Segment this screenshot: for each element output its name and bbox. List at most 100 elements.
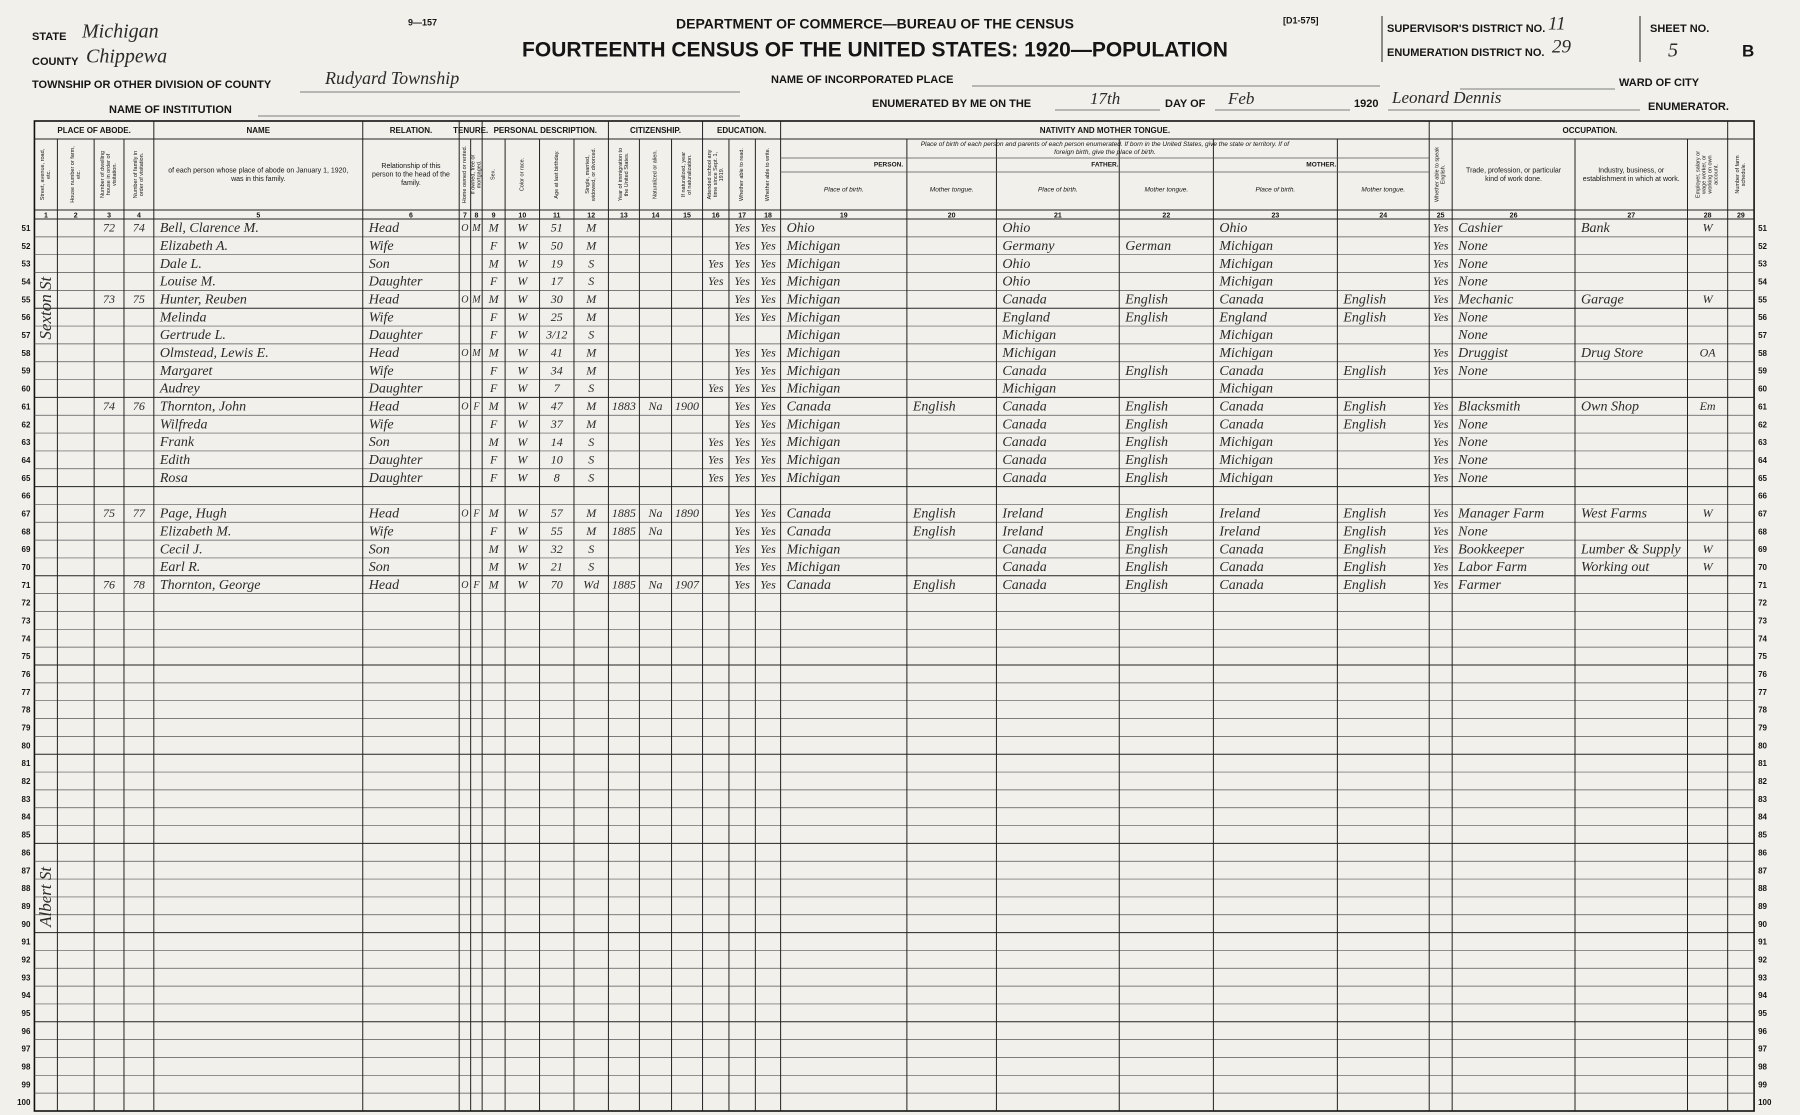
entry-naturalized: Na — [647, 577, 662, 591]
entry-color: W — [517, 506, 528, 520]
entry-industry: Drug Store — [1580, 346, 1643, 361]
entry-immigration: 1883 — [612, 399, 636, 413]
entry-mother-birthplace: Ireland — [1218, 507, 1261, 522]
entry-marital: M — [585, 524, 597, 538]
entry-sex: F — [489, 328, 498, 342]
entry-color: W — [517, 524, 528, 538]
entry-immigration: 1885 — [612, 506, 636, 520]
entry-age: 30 — [550, 292, 563, 306]
entry-mother-birthplace: Michigan — [1218, 471, 1273, 486]
entry-father-birthplace: Michigan — [1001, 328, 1056, 343]
entry-color: W — [517, 274, 528, 288]
entry-color: W — [517, 542, 528, 556]
column-number: 27 — [1627, 212, 1635, 219]
entry-marital: M — [585, 310, 597, 324]
entry-father-tongue: English — [1124, 417, 1168, 432]
column-label: If naturalized, yearof naturalization. — [682, 152, 694, 197]
entry-dwelling: 74 — [103, 399, 115, 413]
entry-birthplace: Michigan — [786, 417, 841, 432]
entry-school: Yes — [708, 453, 724, 467]
text-line: visitation. — [113, 163, 119, 186]
entry-naturalization-year: 1900 — [675, 399, 699, 413]
entry-name: Elizabeth M. — [159, 524, 232, 539]
entry-birthplace: Canada — [787, 578, 831, 593]
entry-immigration: 1885 — [612, 524, 636, 538]
column-label: Trade, profession, or particular kind of … — [1466, 167, 1562, 183]
entry-marital: Wd — [583, 577, 600, 591]
entry-industry: Working out — [1581, 560, 1650, 575]
text-line: Street, avenue, road, — [40, 148, 46, 200]
entry-mother-birthplace: Michigan — [1218, 257, 1273, 272]
entry-age: 21 — [551, 560, 563, 574]
entry-family: 78 — [133, 577, 145, 591]
text-line: was in this family. — [230, 176, 285, 183]
entry-write: Yes — [760, 506, 776, 520]
entry-father-tongue: German — [1125, 239, 1171, 254]
department: DEPARTMENT OF COMMERCE—BUREAU OF THE CEN… — [676, 16, 1074, 32]
entry-relation: Head — [368, 221, 400, 236]
year: 1920 — [1354, 98, 1378, 110]
entry-dwelling: 75 — [103, 506, 115, 520]
entry-read: Yes — [734, 399, 750, 413]
entry-home: O — [461, 580, 468, 591]
entry-school: Yes — [708, 381, 724, 395]
entry-occupation: None — [1457, 453, 1488, 468]
ward-label: WARD OF CITY — [1619, 77, 1700, 89]
entry-occupation: None — [1457, 471, 1488, 486]
entry-english: Yes — [1433, 363, 1449, 377]
entry-marital: M — [585, 239, 597, 253]
entry-father-birthplace: Canada — [1002, 560, 1046, 575]
entry-english: Yes — [1433, 239, 1449, 253]
line-number: 70 — [1758, 563, 1767, 572]
entry-occupation: Farmer — [1457, 578, 1501, 593]
entry-sex: F — [489, 453, 498, 467]
column-number: 14 — [652, 212, 660, 219]
entry-relation: Daughter — [368, 453, 423, 468]
entry-birthplace: Ohio — [787, 221, 815, 236]
entry-name: Hunter, Reuben — [159, 292, 247, 307]
column-number: 15 — [683, 212, 691, 219]
line-number: 69 — [22, 545, 31, 554]
column-label: Home owned or rented. — [462, 145, 468, 203]
column-label: Number of dwellinghouse in order ofvisit… — [101, 151, 119, 198]
entry-mother-birthplace: Michigan — [1218, 453, 1273, 468]
entry-read: Yes — [734, 577, 750, 591]
group-header: CITIZENSHIP. — [630, 126, 681, 135]
column-label: House number or farm,etc. — [70, 146, 82, 203]
entry-occupation: None — [1457, 239, 1488, 254]
column-label: Attended school anytime since Sept. 1,19… — [707, 149, 725, 199]
entry-name: Cecil J. — [160, 542, 203, 557]
column-label: Whether able to write. — [765, 147, 771, 201]
entry-home: O — [461, 348, 468, 359]
column-label: Color or race. — [520, 157, 526, 191]
entry-marital: S — [588, 435, 594, 449]
entry-sex: M — [488, 256, 500, 270]
text-line: Whether able to write. — [765, 147, 771, 201]
line-number: 61 — [1758, 402, 1767, 411]
line-number: 75 — [22, 652, 31, 661]
entry-age: 50 — [551, 239, 563, 253]
line-number: 92 — [1758, 955, 1767, 964]
line-number: 51 — [22, 224, 31, 233]
entry-employer: W — [1703, 221, 1714, 235]
entry-occupation: None — [1457, 275, 1488, 290]
entry-mother-birthplace: Michigan — [1218, 239, 1273, 254]
text-line: Single, married, — [586, 155, 592, 194]
line-number: 85 — [22, 831, 31, 840]
line-number: 99 — [22, 1080, 31, 1089]
line-number: 77 — [1758, 688, 1767, 697]
entry-birthplace: Michigan — [786, 435, 841, 450]
entry-sex: M — [488, 506, 500, 520]
line-number: 82 — [22, 777, 31, 786]
line-number: 89 — [1758, 902, 1767, 911]
institution-label: NAME OF INSTITUTION — [109, 104, 232, 116]
margin-note: Sexton St — [36, 276, 55, 340]
column-label: of each person whose place of abode on J… — [168, 167, 348, 183]
entry-marital: M — [585, 292, 597, 306]
enumerator-label: ENUMERATOR. — [1648, 101, 1729, 113]
column-label: Whether able to read. — [740, 148, 746, 201]
entry-color: W — [517, 346, 528, 360]
column-label: Place of birth. — [1038, 187, 1078, 194]
